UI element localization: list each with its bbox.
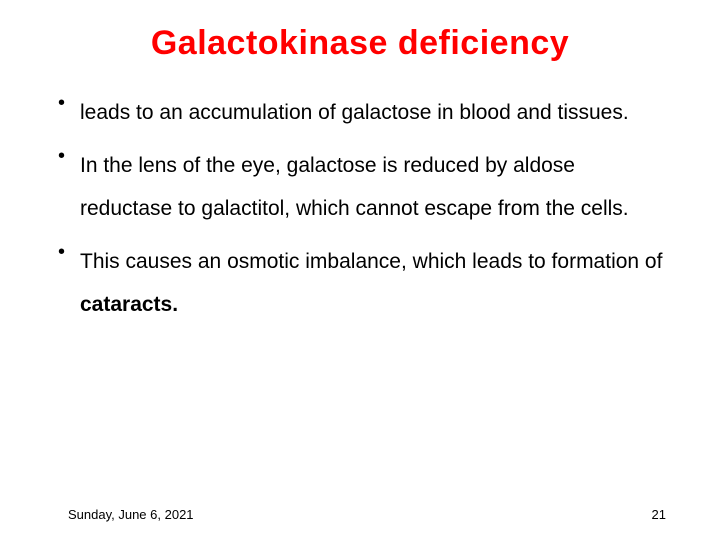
bullet-text: cataracts.	[80, 293, 178, 316]
footer-date: Sunday, June 6, 2021	[68, 507, 194, 522]
bullet-text: This causes an osmotic imbalance, which …	[80, 250, 662, 273]
bullet-text: In the lens of the eye, galactose is red…	[80, 154, 629, 220]
bullet-text: leads to an accumulation of galactose in…	[80, 101, 629, 124]
slide-title: Galactokinase deficiency	[0, 0, 720, 63]
bullet-item: In the lens of the eye, galactose is red…	[54, 144, 666, 230]
slide-footer: Sunday, June 6, 2021 21	[0, 507, 720, 522]
footer-page-number: 21	[652, 507, 666, 522]
bullet-item: This causes an osmotic imbalance, which …	[54, 240, 666, 326]
bullet-item: leads to an accumulation of galactose in…	[54, 91, 666, 134]
bullet-list: leads to an accumulation of galactose in…	[0, 63, 720, 326]
